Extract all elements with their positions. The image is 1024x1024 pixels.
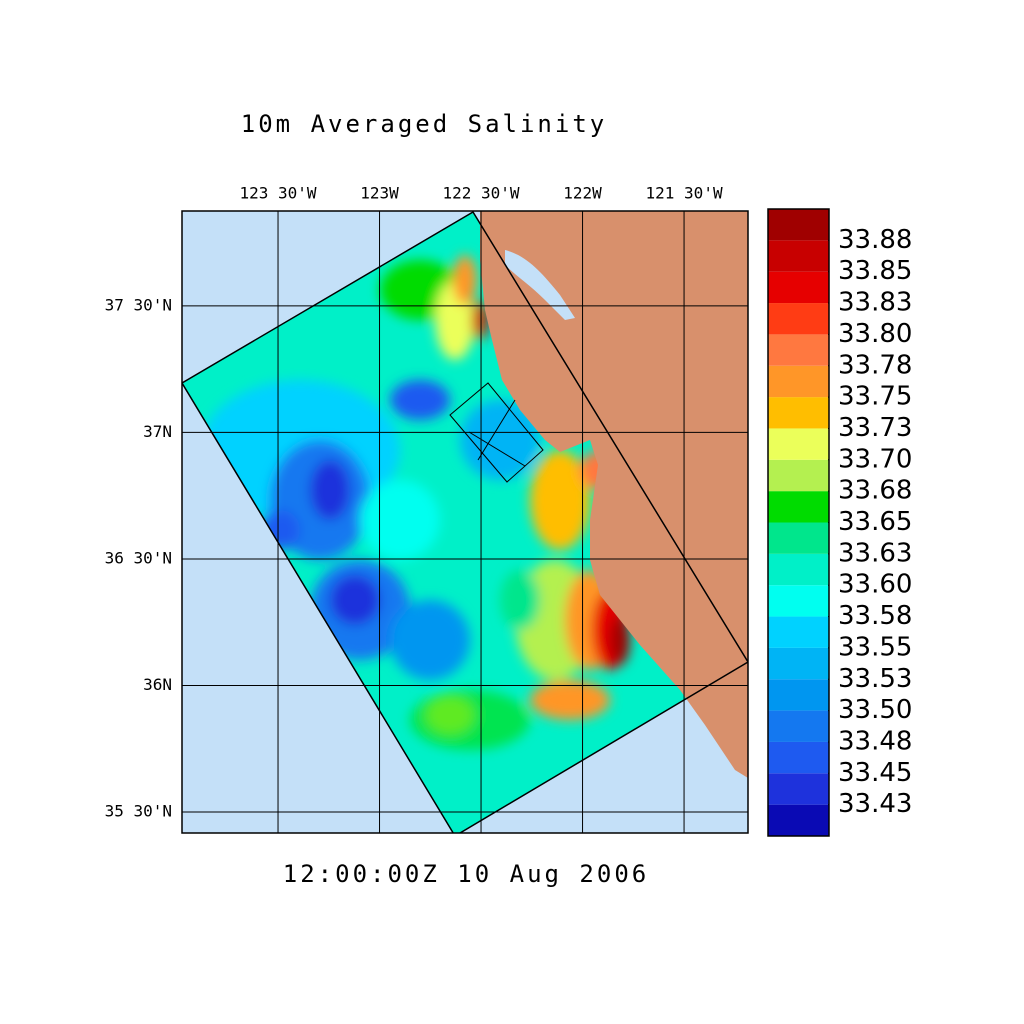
colorbar-label: 33.43: [838, 789, 912, 819]
color-box: [768, 365, 829, 398]
colorbar: 33.4333.4533.4833.5033.5333.5533.5833.60…: [767, 208, 912, 837]
colorbar-label: 33.58: [838, 601, 912, 631]
color-box: [768, 271, 829, 304]
colorbar-label: 33.45: [838, 758, 912, 788]
colorbar-label: 33.73: [838, 413, 912, 443]
color-box: [768, 428, 829, 460]
colorbar-label: 33.75: [838, 382, 912, 412]
color-box: [768, 522, 829, 554]
grid: [182, 211, 748, 833]
colorbar-label: 33.85: [838, 256, 912, 286]
colorbar-label: 33.70: [838, 444, 912, 474]
color-box: [768, 773, 829, 805]
x-tick-label: 121 30'W: [646, 184, 723, 203]
color-box: [768, 459, 829, 492]
color-box: [768, 616, 829, 648]
color-box: [768, 804, 829, 836]
colorbar-label: 33.83: [838, 288, 912, 318]
color-box: [768, 647, 829, 680]
color-box: [768, 303, 829, 335]
plot-frame: [181, 210, 749, 834]
colorbar-label: 33.68: [838, 476, 912, 506]
colorbar-label: 33.55: [838, 632, 912, 662]
land: [480, 211, 748, 778]
color-box: [768, 397, 829, 429]
colorbar-label: 33.63: [838, 538, 912, 568]
colorbar-label: 33.48: [838, 726, 912, 756]
color-box: [768, 679, 829, 711]
colorbar-label: 33.80: [838, 319, 912, 349]
color-box: [768, 553, 829, 586]
colorbar-label: 33.65: [838, 507, 912, 537]
x-tick-label: 122W: [563, 184, 602, 203]
color-box: [768, 585, 829, 617]
colorbar-label: 33.60: [838, 570, 912, 600]
colorbar-label: 33.50: [838, 695, 912, 725]
x-tick-label: 122 30'W: [443, 184, 520, 203]
bay: [505, 250, 575, 320]
color-box: [768, 240, 829, 272]
y-tick-label: 35 30'N: [105, 801, 172, 820]
inner-domain: [477, 399, 516, 461]
color-box: [768, 334, 829, 366]
timestamp: 12:00:00Z 10 Aug 2006: [283, 860, 649, 888]
map-area: [182, 211, 748, 833]
colorbar-label: 33.78: [838, 350, 912, 380]
inner-domain: [449, 382, 544, 483]
colorbar-label: 33.88: [838, 225, 912, 255]
x-tick-label: 123W: [360, 184, 399, 203]
y-tick-label: 37 30'N: [105, 295, 172, 314]
color-box: [768, 710, 829, 742]
color-box: [768, 209, 829, 241]
color-box: [768, 741, 829, 774]
y-tick-label: 37N: [143, 422, 172, 441]
colorbar-label: 33.53: [838, 664, 912, 694]
color-box: [768, 491, 829, 523]
x-tick-label: 123 30'W: [239, 184, 316, 203]
title: 10m Averaged Salinity: [241, 110, 607, 138]
inner-domain: [468, 431, 526, 467]
model-domain: [182, 211, 748, 833]
y-tick-label: 36N: [143, 675, 172, 694]
salinity-field: [182, 212, 748, 833]
y-tick-label: 36 30'N: [105, 548, 172, 567]
